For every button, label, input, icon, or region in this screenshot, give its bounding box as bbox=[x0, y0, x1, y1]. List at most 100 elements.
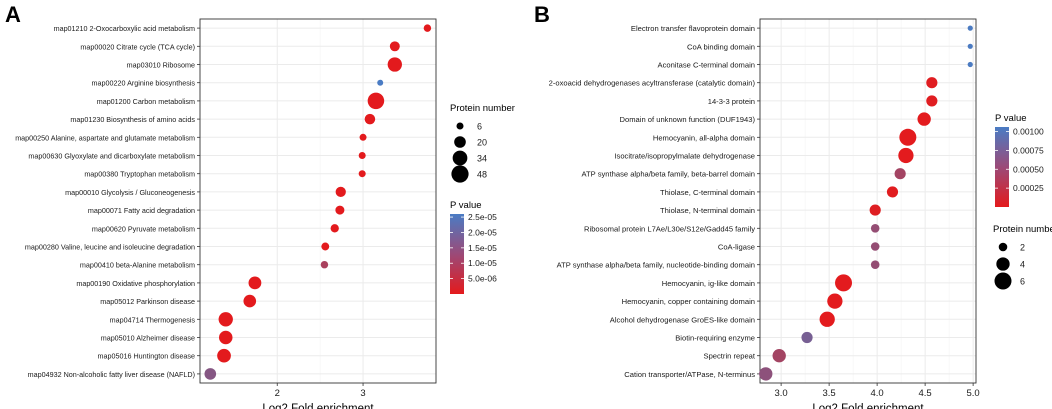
size-legend-dot bbox=[454, 136, 466, 148]
size-legend-label: 6 bbox=[1020, 277, 1025, 287]
y-tick-label: Thiolase, C-terminal domain bbox=[660, 188, 755, 197]
y-tick-label: Isocitrate/isopropylmalate dehydrogenase bbox=[614, 152, 755, 161]
data-point bbox=[917, 112, 931, 126]
y-tick-label: Hemocyanin, copper containing domain bbox=[622, 297, 755, 306]
y-tick-label: map04932 Non-alcoholic fatty liver disea… bbox=[28, 370, 195, 379]
data-point bbox=[321, 242, 330, 251]
data-point bbox=[358, 170, 366, 178]
color-legend-label: 0.00050 bbox=[1013, 164, 1044, 174]
y-tick-label: map00190 Oxidative phosphorylation bbox=[76, 279, 195, 288]
x-tick-label: 3.0 bbox=[775, 388, 788, 399]
size-legend-label: 20 bbox=[477, 138, 487, 148]
data-point bbox=[898, 147, 914, 164]
x-axis-title: Log2 Fold enrichment bbox=[262, 403, 374, 409]
panel-b: B Electron transfer flavoprotein domain Co… bbox=[534, 2, 1052, 409]
data-point bbox=[320, 260, 329, 269]
x-tick-label: 4.0 bbox=[871, 388, 884, 399]
data-point bbox=[243, 294, 257, 308]
y-tick-label: map00620 Pyruvate metabolism bbox=[92, 224, 195, 233]
color-legend-label: 2.5e-05 bbox=[468, 212, 497, 222]
y-tick-label: CoA-ligase bbox=[718, 243, 755, 252]
size-legend-label: 4 bbox=[1020, 260, 1025, 270]
y-tick-label: Domain of unknown function (DUF1943) bbox=[620, 115, 756, 124]
x-tick-label: 5.0 bbox=[967, 388, 980, 399]
data-point bbox=[759, 367, 773, 381]
y-tick-label: Thiolase, N-terminal domain bbox=[660, 206, 755, 215]
data-point bbox=[967, 61, 973, 68]
data-point bbox=[835, 274, 853, 292]
data-point bbox=[377, 79, 384, 86]
data-point bbox=[870, 224, 880, 233]
y-tick-label: 2-oxoacid dehydrogenases acyltransferase… bbox=[549, 79, 756, 88]
y-tick-label: Hemocyanin, ig-like domain bbox=[662, 279, 755, 288]
data-point bbox=[330, 224, 339, 233]
y-tick-label: map00220 Arginine biosynthesis bbox=[92, 79, 196, 88]
color-legend-label: 0.00025 bbox=[1013, 183, 1044, 193]
y-tick-label: map00380 Tryptophan metabolism bbox=[84, 170, 195, 179]
data-point bbox=[967, 43, 973, 49]
color-legend-bar bbox=[450, 214, 464, 294]
data-point bbox=[967, 25, 973, 31]
y-tick-label: Hemocyanin, all-alpha domain bbox=[653, 133, 755, 142]
data-point bbox=[219, 330, 233, 345]
data-point bbox=[387, 57, 402, 72]
y-tick-label: 14-3-3 protein bbox=[708, 97, 755, 106]
data-point bbox=[358, 151, 366, 160]
data-point bbox=[827, 293, 843, 309]
data-point bbox=[801, 331, 813, 344]
color-legend-bar bbox=[995, 127, 1009, 207]
data-point bbox=[894, 168, 906, 180]
data-point bbox=[886, 186, 899, 198]
data-point bbox=[870, 242, 880, 251]
y-tick-label: Biotin-requiring enzyme bbox=[675, 334, 755, 343]
x-tick-label: 4.5 bbox=[919, 388, 932, 399]
x-axis-title: Log2 Fold enrichment bbox=[812, 403, 924, 409]
size-legend-title: Protein number bbox=[993, 224, 1052, 235]
y-tick-label: map00020 Citrate cycle (TCA cycle) bbox=[80, 42, 195, 51]
y-tick-label: Cation transporter/ATPase, N-terminus bbox=[624, 370, 755, 379]
color-legend-title: P value bbox=[995, 113, 1027, 124]
y-tick-label: map00630 Glyoxylate and dicarboxylate me… bbox=[28, 152, 195, 161]
size-legend-dot bbox=[996, 257, 1010, 271]
y-tick-label: map00071 Fatty acid degradation bbox=[88, 206, 195, 215]
y-tick-label: map00410 beta-Alanine metabolism bbox=[80, 261, 195, 270]
data-point bbox=[870, 260, 880, 269]
x-tick-label: 2 bbox=[275, 388, 280, 399]
data-point bbox=[248, 276, 262, 290]
size-legend-label: 6 bbox=[477, 122, 482, 132]
color-legend-label: 0.00100 bbox=[1013, 127, 1044, 137]
data-point bbox=[204, 368, 217, 380]
data-point bbox=[359, 133, 367, 141]
y-tick-label: map01210 2-Oxocarboxylic acid metabolism bbox=[54, 24, 195, 33]
y-tick-label: map05010 Alzheimer disease bbox=[101, 334, 195, 343]
data-point bbox=[869, 204, 881, 216]
panel-label: B bbox=[534, 2, 550, 27]
y-tick-label: Alcohol dehydrogenase GroES-like domain bbox=[610, 315, 755, 324]
y-tick-label: map00250 Alanine, aspartate and glutamat… bbox=[15, 133, 195, 142]
size-legend-label: 2 bbox=[1020, 243, 1025, 253]
size-legend-label: 34 bbox=[477, 154, 487, 164]
size-legend-title: Protein number bbox=[450, 103, 515, 114]
data-point bbox=[217, 348, 231, 363]
size-legend-dot bbox=[452, 150, 468, 166]
data-point bbox=[335, 186, 346, 198]
size-legend-dot bbox=[994, 272, 1012, 290]
y-tick-label: Aconitase C-terminal domain bbox=[658, 61, 756, 70]
data-point bbox=[926, 95, 938, 107]
size-legend-label: 48 bbox=[477, 170, 487, 180]
size-legend-dot bbox=[451, 165, 469, 183]
color-legend-label: 1.5e-05 bbox=[468, 243, 497, 253]
data-point bbox=[364, 113, 376, 125]
color-legend-label: 1.0e-05 bbox=[468, 258, 497, 268]
plot-border bbox=[199, 18, 437, 384]
size-legend-dot bbox=[998, 242, 1008, 252]
data-point bbox=[926, 77, 938, 89]
data-point bbox=[899, 128, 917, 146]
y-tick-label: map01230 Biosynthesis of amino acids bbox=[70, 115, 195, 124]
panel-label: A bbox=[5, 2, 21, 27]
y-tick-label: Electron transfer flavoprotein domain bbox=[631, 24, 755, 33]
color-legend-label: 2.0e-05 bbox=[468, 227, 497, 237]
y-tick-label: map05012 Parkinson disease bbox=[100, 297, 195, 306]
data-point bbox=[423, 24, 432, 32]
